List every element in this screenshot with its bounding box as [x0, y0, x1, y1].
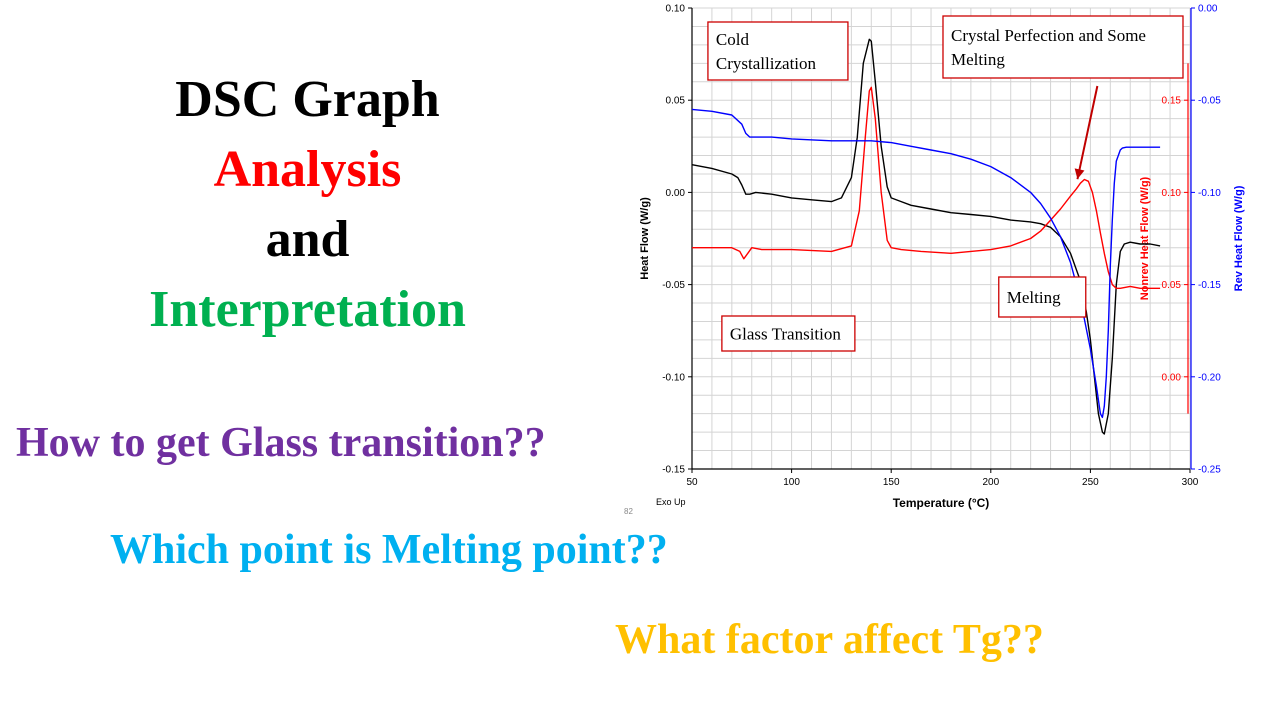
slide-title-line3: and [265, 211, 350, 268]
annotation-text: Glass Transition [730, 325, 841, 344]
annotation-arrow [1076, 85, 1099, 180]
annotation-cold-crystallization: Cold Crystallization [707, 21, 849, 81]
annotation-crystal-perfection: Crystal Perfection and Some Melting [942, 15, 1184, 79]
y-left-tick-label: -0.10 [662, 372, 685, 383]
annotation-text: Crystallization [716, 54, 817, 73]
y-right1-axis-title: Nonrev Heat Flow (W/g) [1139, 176, 1151, 300]
y-left-tick-label: 0.00 [666, 188, 686, 199]
y-right2-tick-label: -0.20 [1198, 372, 1221, 383]
y-right1-tick-label: 0.15 [1162, 96, 1182, 107]
x-tick-label: 100 [783, 477, 800, 488]
annotation-text: Crystal Perfection and Some [951, 26, 1146, 45]
chart-axes: 50 100 150 200 250 300 0.10 0.05 0.00 -0.05 -0.10 -… [624, 4, 1245, 517]
annotation-text: Melting [951, 50, 1005, 69]
y-left-tick-label: 0.10 [666, 4, 686, 15]
annotation-text: Cold [716, 30, 750, 49]
annotation-box [942, 15, 1184, 79]
y-left-tick-label: 0.05 [666, 96, 686, 107]
y-right1-tick-label: 0.00 [1162, 372, 1182, 383]
y-right2-tick-label: -0.10 [1198, 188, 1221, 199]
slide-title-line1: DSC Graph [175, 71, 440, 128]
x-tick-label: 300 [1182, 477, 1199, 488]
question-tg-factors: What factor affect Tg?? [615, 617, 1044, 663]
y-right2-tick-label: -0.15 [1198, 280, 1221, 291]
chart-series [691, 38, 1161, 435]
page-number: 82 [624, 507, 633, 516]
x-tick-label: 250 [1082, 477, 1099, 488]
y-right2-tick-label: -0.05 [1198, 96, 1221, 107]
chart-annotations: Cold Crystallization Crystal Perfection an… [707, 15, 1184, 352]
annotation-text: Melting [1007, 288, 1061, 307]
series-line-heat-flow [691, 38, 1161, 435]
y-right1-tick-label: 0.10 [1162, 188, 1182, 199]
y-left-axis-title: Heat Flow (W/g) [639, 197, 651, 280]
series-line-rev-heat-flow [691, 108, 1161, 419]
annotation-arrow-head [1074, 168, 1085, 180]
annotation-box [707, 21, 849, 81]
y-right2-tick-label: 0.00 [1198, 4, 1218, 15]
annotation-melting: Melting [998, 276, 1087, 318]
slide-title-line2: Analysis [213, 141, 402, 198]
annotation-glass-transition: Glass Transition [721, 315, 856, 352]
y-right2-axis-title: Rev Heat Flow (W/g) [1233, 185, 1245, 291]
x-tick-label: 50 [686, 477, 698, 488]
annotation-box [998, 276, 1087, 318]
annotation-box [721, 315, 856, 352]
x-axis-title: Temperature (°C) [893, 496, 990, 510]
slide-title-line4: Interpretation [149, 281, 466, 338]
y-left-tick-label: -0.05 [662, 280, 685, 291]
x-tick-label: 200 [982, 477, 999, 488]
x-tick-label: 150 [883, 477, 900, 488]
y-left-tick-label: -0.15 [662, 465, 685, 476]
question-glass-transition: How to get Glass transition?? [16, 420, 546, 466]
dsc-chart: 50 100 150 200 250 300 0.10 0.05 0.00 -0.05 -0.10 -… [624, 4, 1245, 517]
y-right1-tick-label: 0.05 [1162, 280, 1182, 291]
y-right2-tick-label: -0.25 [1198, 465, 1221, 476]
question-melting-point: Which point is Melting point?? [110, 527, 668, 573]
exo-up-label: Exo Up [656, 497, 686, 507]
series-line-nonrev-heat-flow [692, 86, 1161, 289]
